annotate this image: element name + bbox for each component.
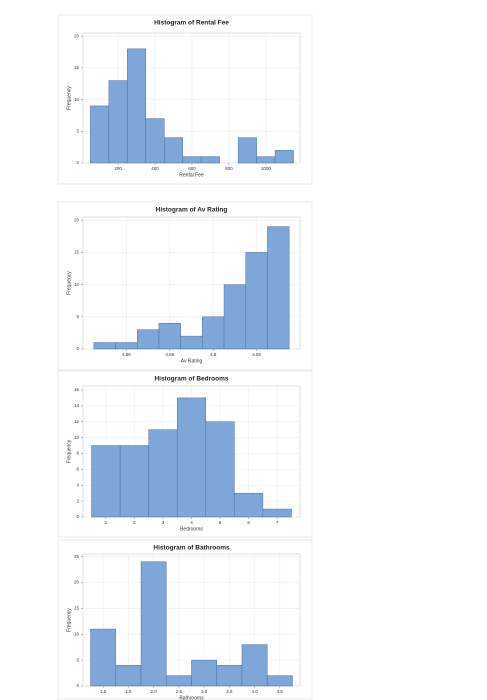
x-tick-label: 1.5 — [125, 689, 132, 694]
x-tick-label: 4.0 — [251, 689, 258, 694]
chart-title: Histogram of Bathrooms — [153, 545, 230, 552]
x-axis-label: Av Rating — [181, 358, 203, 364]
x-tick-label: 7 — [276, 520, 279, 525]
bar — [216, 665, 243, 687]
bar — [200, 156, 220, 164]
y-tick-label: 15 — [74, 250, 80, 255]
bar — [180, 335, 203, 350]
bar — [191, 659, 217, 687]
x-tick-label: 3.0 — [201, 689, 208, 694]
chart-title: Histogram of Av Rating — [156, 207, 228, 214]
bar — [108, 80, 128, 164]
x-tick-label: 3.5 — [226, 689, 233, 694]
x-tick-label: 1.0 — [100, 689, 107, 694]
y-tick-label: 0 — [76, 514, 79, 519]
x-tick-label: 4.5 — [277, 689, 284, 694]
bar — [267, 226, 290, 350]
bar — [256, 156, 276, 164]
y-tick-label: 5 — [76, 128, 79, 133]
bar — [140, 561, 167, 687]
y-tick-label: 14 — [74, 403, 80, 408]
bar — [119, 445, 149, 518]
bar — [241, 644, 268, 687]
x-tick-label: 2.5 — [176, 689, 183, 694]
y-tick-label: 5 — [76, 314, 79, 319]
y-tick-label: 4 — [76, 482, 79, 487]
bar — [164, 137, 183, 164]
y-tick-label: 15 — [74, 606, 80, 611]
y-tick-label: 0 — [76, 346, 79, 351]
bar — [115, 665, 142, 687]
x-tick-label: 6 — [247, 520, 250, 525]
bar — [202, 316, 225, 350]
x-axis-label: Bathrooms — [179, 695, 204, 700]
y-axis-label: Frequency — [66, 86, 72, 110]
y-tick-label: 6 — [76, 467, 79, 472]
bar — [176, 397, 207, 518]
x-axis-label: Rental Fee — [179, 172, 204, 178]
y-tick-label: 25 — [74, 554, 80, 559]
bar — [93, 342, 116, 350]
bar — [90, 628, 117, 687]
chart-title: Histogram of Rental Fee — [154, 20, 229, 27]
chart-title: Histogram of Bedrooms — [154, 376, 228, 383]
bar — [137, 329, 160, 350]
bar — [266, 675, 293, 687]
y-tick-label: 15 — [74, 65, 80, 70]
y-tick-label: 5 — [76, 657, 79, 662]
y-tick-label: 20 — [74, 580, 80, 585]
y-axis-label: Frequency — [66, 271, 72, 295]
bar — [223, 284, 247, 350]
bar — [127, 48, 147, 164]
y-tick-label: 0 — [76, 160, 79, 165]
bar — [205, 421, 235, 518]
y-tick-label: 10 — [74, 435, 80, 440]
y-tick-label: 20 — [74, 217, 80, 222]
y-tick-label: 2 — [76, 498, 79, 503]
bar — [148, 429, 178, 518]
x-tick-label: 1 — [105, 520, 108, 525]
bar — [90, 105, 110, 164]
bar — [182, 156, 202, 164]
bar — [158, 322, 181, 350]
bar — [166, 675, 192, 687]
y-tick-label: 0 — [76, 683, 79, 688]
x-axis-label: Bedrooms — [180, 526, 203, 532]
y-tick-label: 10 — [74, 282, 80, 287]
x-tick-label: 400 — [151, 166, 159, 171]
x-tick-label: 2.0 — [151, 689, 158, 694]
x-tick-label: 4.92 — [252, 352, 261, 357]
bar — [145, 118, 165, 164]
x-tick-label: 4.8 — [210, 352, 217, 357]
y-tick-label: 8 — [76, 451, 79, 456]
y-tick-label: 12 — [74, 419, 80, 424]
bar — [234, 492, 264, 518]
x-tick-label: 4 — [190, 520, 193, 525]
y-tick-label: 10 — [74, 631, 80, 636]
x-tick-label: 600 — [188, 166, 196, 171]
x-tick-label: 4.68 — [165, 352, 174, 357]
x-tick-label: 200 — [114, 166, 122, 171]
y-tick-label: 10 — [74, 97, 80, 102]
x-tick-label: 5 — [219, 520, 222, 525]
bar — [245, 252, 268, 350]
x-tick-label: 2 — [133, 520, 136, 525]
y-tick-label: 16 — [74, 387, 80, 392]
x-tick-label: 1000 — [261, 166, 272, 171]
bar — [274, 150, 294, 164]
y-tick-label: 20 — [74, 33, 80, 38]
bar — [237, 137, 257, 164]
y-axis-label: Frequency — [66, 439, 72, 463]
bar — [115, 342, 138, 350]
x-tick-label: 800 — [225, 166, 233, 171]
y-axis-label: Frequency — [66, 608, 72, 632]
bar — [91, 445, 121, 518]
x-tick-label: 4.56 — [122, 352, 131, 357]
x-tick-label: 3 — [162, 520, 165, 525]
bar — [262, 508, 292, 518]
